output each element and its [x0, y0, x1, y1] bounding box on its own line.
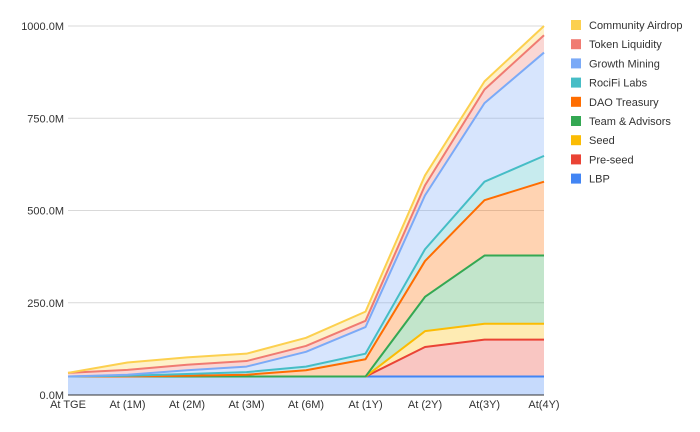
y-tick-label: 750.0M [27, 113, 64, 125]
legend-swatch [571, 58, 581, 69]
legend-label: Token Liquidity [589, 39, 662, 51]
legend-label: Growth Mining [589, 58, 660, 70]
legend-item-dao-treasury: DAO Treasury [571, 96, 659, 109]
legend-swatch [571, 116, 581, 126]
line-rocifi-labs [67, 154, 545, 378]
legend-item-growth-mining: Growth Mining [571, 58, 660, 70]
plot-area [67, 25, 545, 395]
x-tick-label: At TGE [50, 399, 86, 411]
x-tick-label: At(3Y) [469, 399, 500, 411]
area-seed [68, 323, 544, 377]
legend-swatch [571, 154, 581, 165]
legend-label: LBP [589, 174, 610, 186]
legend-label: Community Airdrop [589, 20, 683, 32]
legend-item-community-airdrop: Community Airdrop [571, 20, 683, 32]
area-growth-mining [68, 52, 544, 377]
line-token-liquidity [67, 34, 545, 374]
legend-label: Team & Advisors [589, 116, 671, 128]
legend-item-lbp: LBP [571, 173, 610, 186]
y-tick-label: 500.0M [27, 206, 64, 218]
y-axis: 0.0M 250.0M 500.0M 750.0M 1000.0M [21, 21, 64, 402]
legend-swatch [571, 173, 581, 184]
line-community-airdrop [67, 25, 545, 374]
x-tick-label: At(4Y) [528, 399, 559, 411]
area-pre-seed [68, 339, 544, 377]
legend-swatch [571, 20, 581, 30]
x-tick-label: At (2Y) [408, 399, 442, 411]
area-team-advisors [68, 255, 544, 377]
grid [68, 25, 544, 304]
y-tick-label: 0.0M [40, 390, 64, 402]
legend-label: Pre-seed [589, 154, 634, 166]
x-tick-label: At (1Y) [348, 399, 382, 411]
area-lbp [68, 376, 544, 395]
legend-swatch [571, 77, 581, 88]
legend-item-team-advisors: Team & Advisors [571, 116, 671, 128]
legend-swatch [571, 135, 581, 146]
legend-item-pre-seed: Pre-seed [571, 154, 634, 166]
x-tick-label: At (1M) [109, 399, 145, 411]
area-rocifi-labs [68, 155, 544, 377]
legend-swatch [571, 39, 581, 50]
line-dao-treasury [68, 180, 545, 378]
x-axis: At TGE At (1M) At (2M) At (3M) At (6M) At (1Y… [50, 394, 560, 411]
x-tick-label: At (6M) [288, 399, 324, 411]
line-growth-mining [67, 51, 545, 378]
legend-label: DAO Treasury [589, 97, 659, 109]
legend-item-seed: Seed [571, 135, 615, 147]
y-tick-label: 250.0M [27, 298, 64, 310]
y-tick-label: 1000.0M [21, 21, 64, 33]
legend: Community Airdrop Token Liquidity Growth M… [571, 20, 683, 186]
legend-item-token-liquidity: Token Liquidity [571, 39, 662, 51]
legend-item-rocifi-labs: RociFi Labs [571, 77, 648, 90]
legend-label: RociFi Labs [589, 78, 648, 90]
x-tick-label: At (3M) [228, 399, 264, 411]
x-tick-label: At (2M) [169, 399, 205, 411]
legend-label: Seed [589, 135, 615, 147]
legend-swatch [571, 96, 581, 107]
